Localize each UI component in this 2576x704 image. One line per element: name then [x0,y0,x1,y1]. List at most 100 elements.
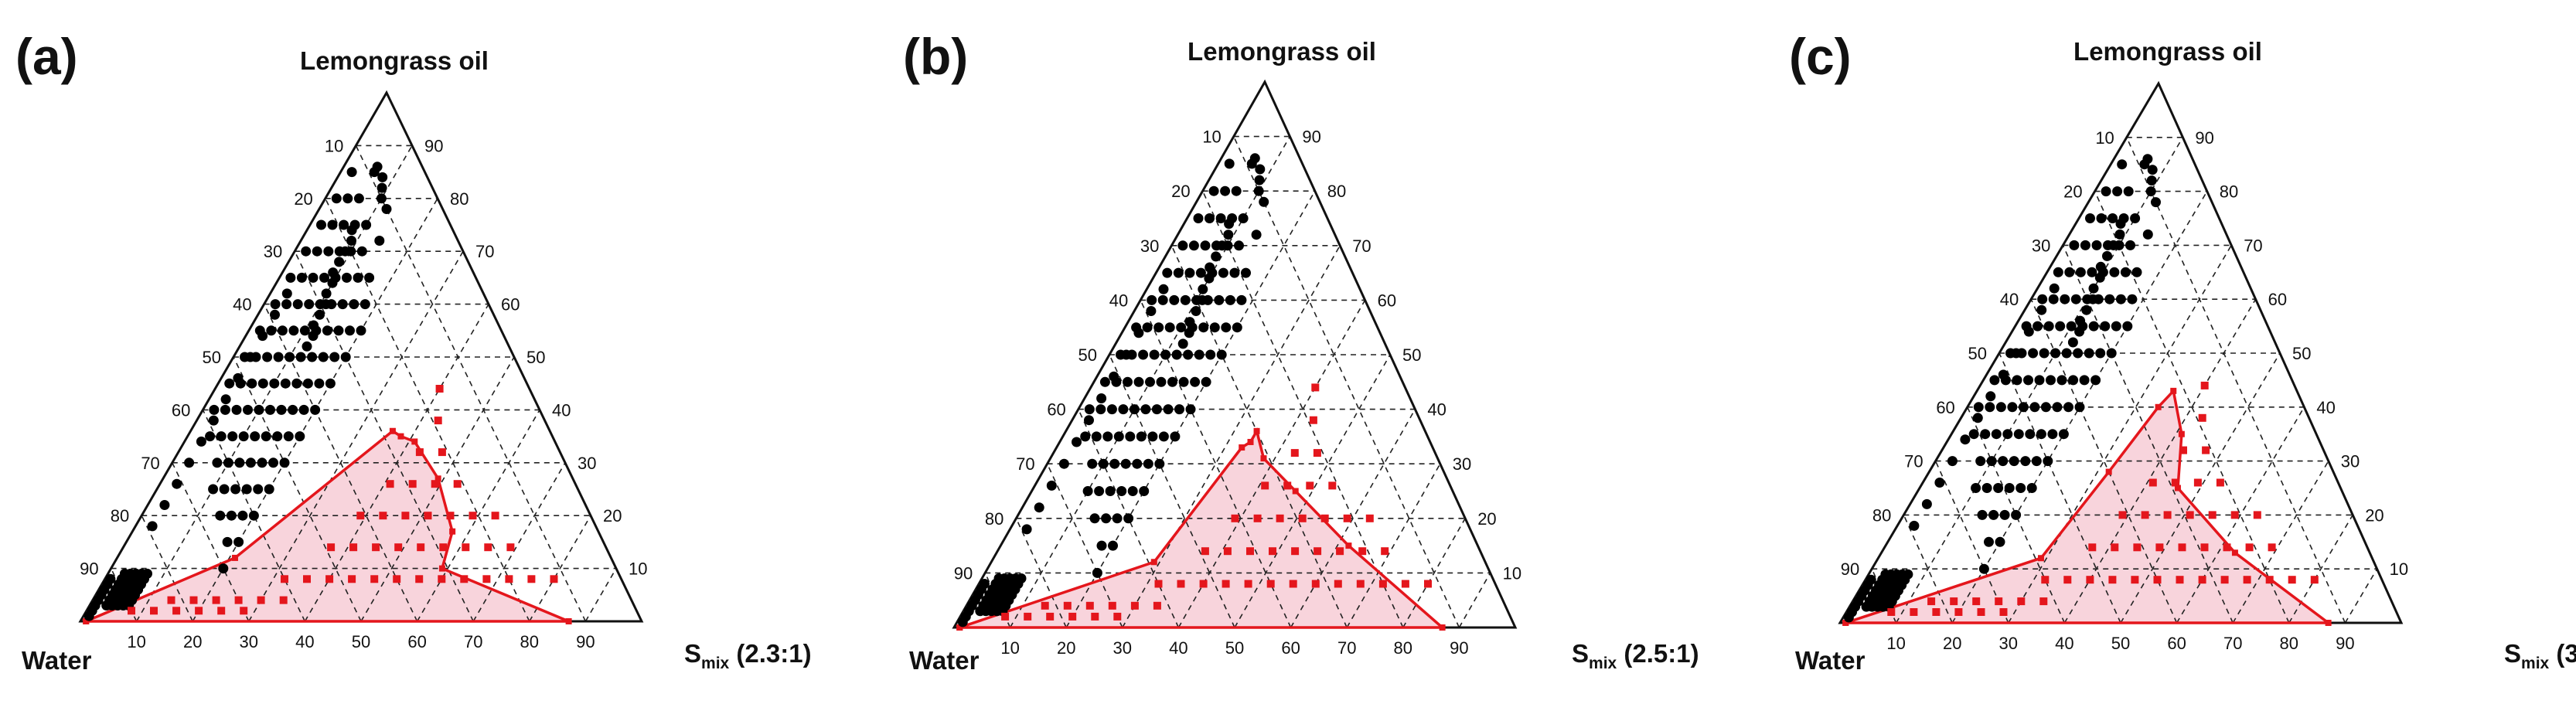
ternary-chart-a: (a) Lemongrass oil Water Smix (2.3:1) 10… [0,0,858,704]
data-point-black [2124,186,2134,196]
boundary-vertex [566,618,572,624]
data-point-black [2107,349,2117,359]
data-point-black [1934,478,1944,488]
data-point-black [1128,486,1138,496]
data-point-black [2044,321,2054,332]
data-point-black [2074,327,2084,337]
data-point-red [2179,543,2186,551]
data-point-red [150,607,158,614]
data-point-red [172,607,180,614]
data-point-red [492,512,499,519]
data-point-black [1146,306,1156,316]
data-point-black [312,247,322,257]
data-point-red [439,543,447,551]
tick-label-bottom: 40 [295,632,314,651]
data-point-black [1080,431,1090,441]
data-point-black [2076,267,2086,277]
data-point-black [1217,240,1227,250]
data-point-black [1198,295,1208,305]
data-point-black [148,521,158,531]
tick-label-right: 10 [1503,563,1521,583]
data-point-red [2244,576,2251,583]
data-point-red [469,512,477,519]
data-point-red [2111,543,2118,551]
data-point-black [233,537,244,547]
tick-label-left: 10 [325,136,343,155]
data-point-red [1927,597,1935,605]
data-point-black [2019,402,2029,412]
data-point-black [377,183,387,193]
data-point-black [1106,486,1116,496]
data-point-black [2009,456,2019,466]
data-point-red [1314,547,1321,555]
data-point-red [387,480,394,488]
data-point-black [2035,375,2045,385]
data-point-black [2028,349,2038,359]
data-point-red [1024,613,1031,621]
data-point-black [1154,459,1164,469]
data-point-black [1189,240,1199,250]
tick-label-bottom: 20 [1057,638,1075,658]
data-point-red [240,607,247,614]
data-point-red [2223,543,2231,551]
data-point-black [2020,456,2030,466]
data-point-black [314,379,324,389]
data-point-black [1191,306,1201,316]
data-point-black [356,325,366,335]
data-point-black [227,511,237,521]
data-point-black [2049,294,2059,304]
data-point-black [1232,186,1242,196]
data-point-red [1153,602,1161,610]
tick-label-left: 70 [1904,452,1923,471]
data-point-black [304,299,314,309]
data-point-black [360,299,370,309]
data-point-black [2075,316,2085,326]
data-point-black [1121,350,1131,360]
data-point-black [2050,349,2060,359]
data-point-black [1118,404,1128,414]
data-point-red [2179,447,2187,454]
tick-label-right: 30 [578,454,596,473]
data-point-black [332,193,342,203]
data-point-red [1312,580,1320,588]
data-point-black [2104,294,2114,304]
gridline-water [2345,569,2377,623]
data-point-black [2102,251,2112,261]
tick-label-bottom: 80 [2280,634,2298,653]
data-point-black [288,405,298,415]
tick-label-right: 80 [1327,182,1346,201]
data-point-black [1125,431,1135,441]
tick-label-left: 60 [1047,400,1065,420]
boundary-vertex [1293,488,1299,495]
data-point-black [209,416,219,426]
data-point-black [257,331,267,341]
data-point-black [277,405,287,415]
data-point-red [1321,515,1329,522]
data-point-black [1205,263,1215,273]
tick-label-bottom: 70 [1337,638,1356,658]
data-point-red [2108,576,2116,583]
data-point-red [1276,515,1284,522]
data-point-red [505,575,513,583]
tick-label-right: 70 [475,242,494,261]
data-point-black [1123,513,1133,523]
tick-label-right: 40 [1427,400,1446,420]
data-point-red [415,575,423,583]
data-point-red [393,575,400,583]
data-point-black [209,405,219,415]
data-point-black [1254,186,1264,196]
data-point-black [1123,377,1133,387]
data-point-black [382,204,392,214]
data-point-red [1001,613,1009,621]
data-point-black [1988,510,1998,520]
tick-label-right: 20 [1477,509,1496,529]
tick-label-right: 30 [1453,454,1471,474]
data-point-black [1107,404,1117,414]
data-point-black [2027,483,2037,493]
data-point-red [2176,576,2184,583]
tick-label-left: 90 [1841,559,1859,579]
data-point-black [2071,294,2081,304]
data-point-black [1159,431,1169,441]
data-point-red [1381,547,1389,555]
tick-label-right: 70 [2244,236,2262,255]
